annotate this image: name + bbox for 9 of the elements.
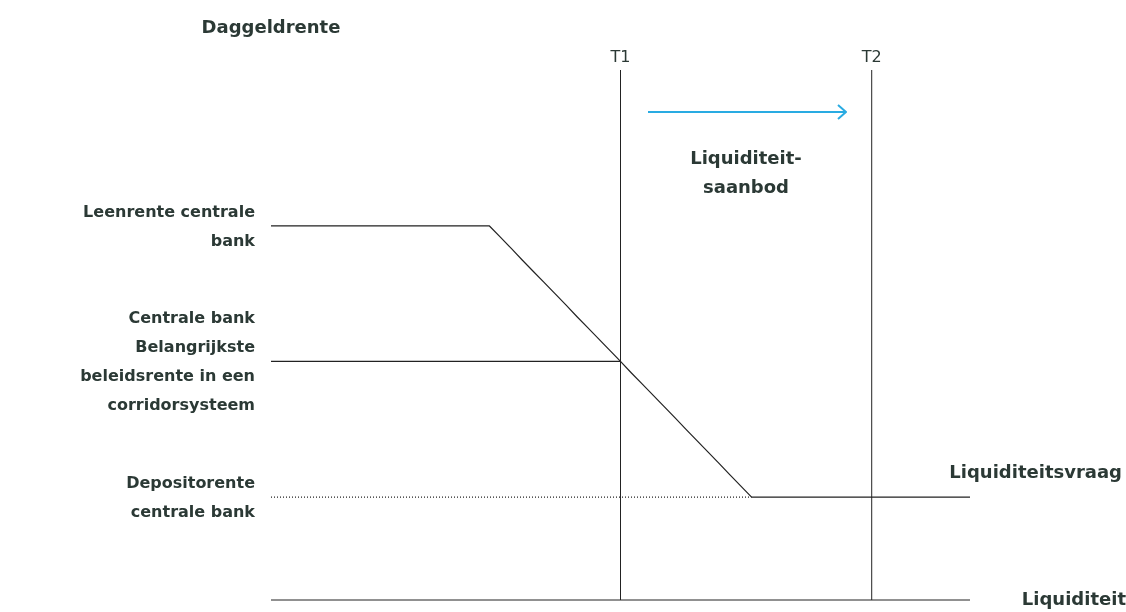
series-label: Centrale bank Belangrijkste beleidsrente in een corridorsysteem bbox=[79, 307, 255, 417]
series-label: Depositorente centrale bank bbox=[125, 472, 255, 524]
series-label: Liquiditeitsvraag bbox=[949, 460, 1122, 485]
x-axis-title: Liquiditeit bbox=[1021, 587, 1126, 611]
text: Liquiditeit-saanbod bbox=[689, 146, 803, 199]
x-tick-label: T1 bbox=[609, 47, 631, 66]
text: Leenrente centrale bank bbox=[82, 200, 255, 252]
y-axis-title: Daggeldrente bbox=[201, 15, 341, 39]
x-tick-label: T2 bbox=[860, 47, 882, 66]
